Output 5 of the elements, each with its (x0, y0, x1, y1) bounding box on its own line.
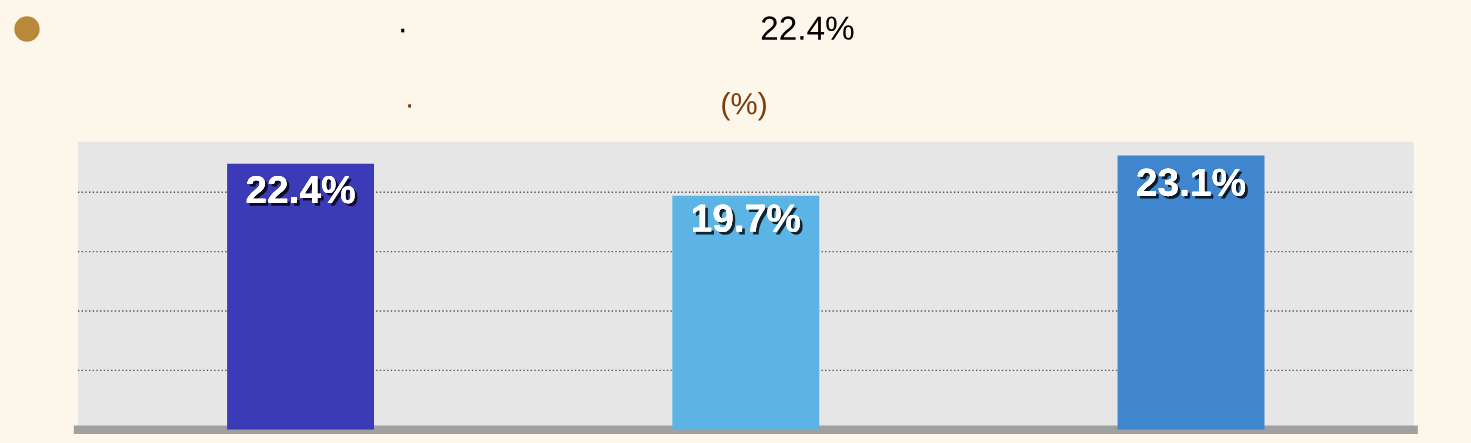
chart-title: · 22.4% (401, 16, 854, 40)
data-label: 19.7% (693, 204, 803, 235)
data-label: 22.4% (246, 175, 358, 207)
data-label: 23.1% (1137, 168, 1248, 199)
chart-subtitle: · (%) (408, 92, 766, 121)
